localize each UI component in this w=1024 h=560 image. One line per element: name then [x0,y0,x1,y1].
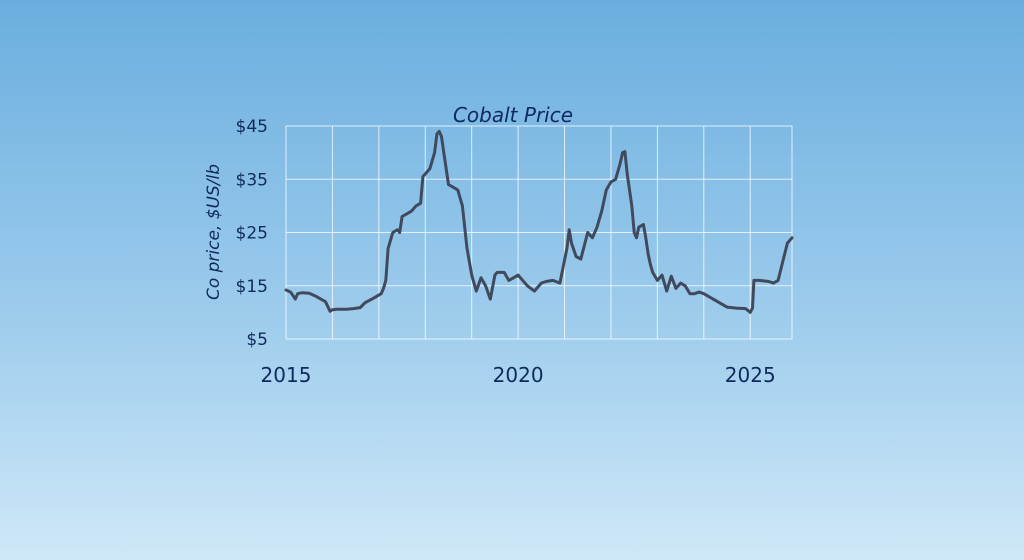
price-series-line [284,129,794,314]
series-layer [284,129,794,314]
y-tick-label: $45 [236,117,268,137]
x-tick-label: 2025 [725,363,776,387]
y-tick-labels: $5 $15 $25 $35 $45 [236,117,268,350]
y-tick-label: $35 [236,170,268,190]
chart-title: Cobalt Price [453,103,573,127]
y-tick-label: $25 [236,224,268,244]
y-tick-label: $5 [246,330,268,350]
y-axis-label: Co price, $US/lb [204,164,224,300]
y-tick-label: $15 [236,277,268,297]
grid-lines [285,125,793,340]
x-tick-label: 2020 [493,363,544,387]
x-tick-labels: 2015 2020 2025 [261,363,776,387]
x-tick-label: 2015 [261,363,312,387]
